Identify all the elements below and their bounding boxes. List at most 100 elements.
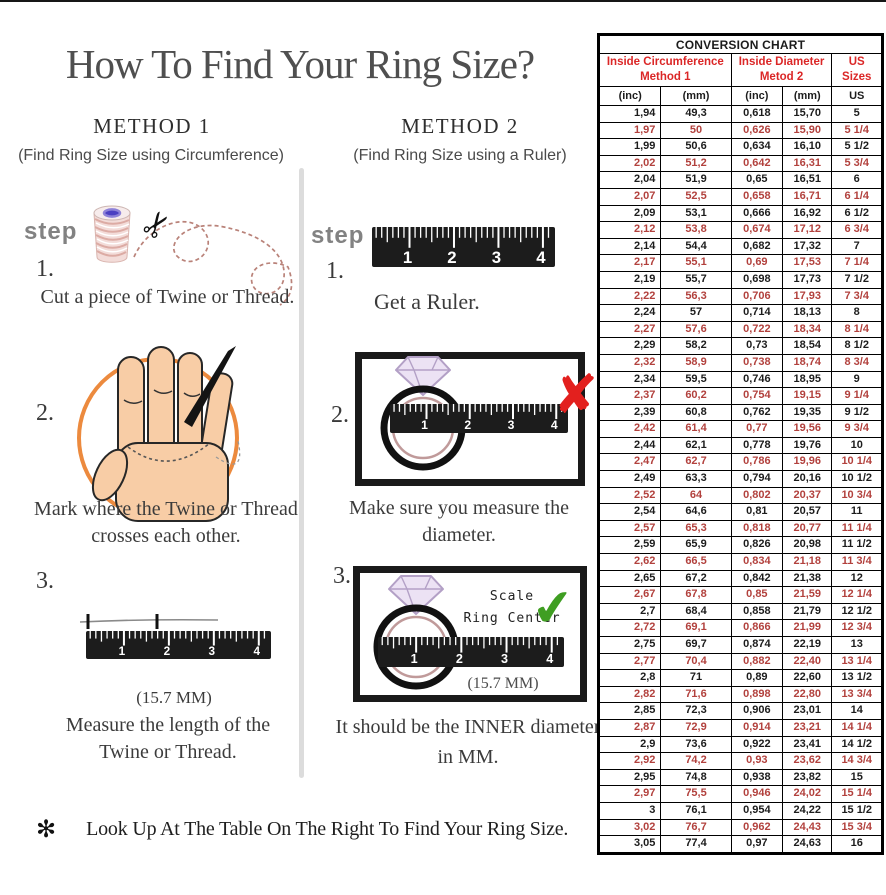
table-row: 2,22 56,3 0,706 17,93 7 3/4 — [597, 287, 883, 306]
table-cell: 2,24 — [597, 304, 662, 322]
svg-text:1: 1 — [403, 248, 412, 267]
table-cell: 16,71 — [782, 187, 833, 206]
table-row: 2,72 69,1 0,866 21,99 12 3/4 — [597, 619, 883, 637]
table-cell: 11 1/2 — [831, 536, 883, 555]
table-cell: 2,27 — [597, 320, 662, 339]
table-cell: 6 — [831, 171, 883, 189]
table-cell: 9 1/2 — [831, 403, 883, 422]
table-cell: 8 — [831, 304, 883, 322]
table-cell: 0,658 — [730, 187, 784, 206]
table-cell: 2,62 — [597, 553, 662, 571]
table-cell: 11 1/4 — [831, 519, 883, 538]
table-cell: 0,866 — [730, 619, 784, 637]
table-cell: 15,90 — [782, 121, 833, 140]
top-border-line — [0, 0, 886, 2]
table-cell: 15 3/4 — [831, 818, 883, 837]
svg-text:4: 4 — [536, 248, 546, 267]
table-row: 2,34 59,5 0,746 18,95 9 — [597, 370, 883, 389]
table-cell: 0,618 — [730, 105, 784, 123]
table-cell: 0,714 — [730, 304, 784, 322]
table-row: 2,9 73,6 0,922 23,41 14 1/2 — [597, 735, 883, 754]
table-cell: 2,65 — [597, 569, 662, 588]
table-cell: 59,5 — [660, 370, 732, 389]
diamond-icon — [388, 575, 444, 615]
table-row: 2,62 66,5 0,834 21,18 11 3/4 — [597, 553, 883, 571]
table-cell: 0,858 — [730, 602, 784, 621]
table-cell: 56,3 — [660, 287, 732, 306]
method2-step2-number: 2. — [331, 402, 349, 428]
table-cell: 6 3/4 — [831, 221, 883, 239]
method1-step3-caption: Measure the length of the Twine or Threa… — [18, 712, 318, 766]
table-cell: 77,4 — [660, 835, 732, 854]
table-cell: 2,57 — [597, 519, 662, 538]
table-cell: 2,02 — [597, 154, 662, 173]
method2-measure-label: (15.7 MM) — [467, 675, 539, 692]
svg-text:4: 4 — [551, 418, 558, 432]
table-cell: 17,12 — [782, 221, 833, 239]
table-row: 2,09 53,1 0,666 16,92 6 1/2 — [597, 204, 883, 223]
table-cell: 72,3 — [660, 702, 732, 720]
table-cell: 13 1/2 — [831, 669, 883, 687]
table-cell: 2,82 — [597, 685, 662, 704]
table-row: 2,92 74,2 0,93 23,62 14 3/4 — [597, 752, 883, 770]
table-cell: 22,80 — [782, 685, 833, 704]
table-cell: 5 1/4 — [831, 121, 883, 140]
table-cell: 0,874 — [730, 636, 784, 654]
table-cell: 12 1/2 — [831, 602, 883, 621]
table-cell: 70,4 — [660, 652, 732, 671]
table-row: 2,67 67,8 0,85 21,59 12 1/4 — [597, 586, 883, 604]
table-cell: 0,938 — [730, 768, 784, 787]
method1-heading: METHOD 1 — [93, 114, 211, 138]
table-cell: 51,9 — [660, 171, 732, 189]
svg-text:2: 2 — [456, 652, 463, 666]
table-cell: 23,41 — [782, 735, 833, 754]
table-cell: 10 — [831, 436, 883, 455]
table-cell: 20,16 — [782, 470, 833, 488]
table-row: 2,57 65,3 0,818 20,77 11 1/4 — [597, 519, 883, 538]
table-cell: 16,10 — [782, 138, 833, 156]
table-cell: 19,35 — [782, 403, 833, 422]
table-row: 1,99 50,6 0,634 16,10 5 1/2 — [597, 138, 883, 156]
scale-ring-center-label: Scale Ring Center — [448, 586, 576, 630]
method1-step-label: step — [24, 218, 78, 245]
table-cell: 20,98 — [782, 536, 833, 555]
table-cell: 0,826 — [730, 536, 784, 555]
thread-curl-illustration — [128, 205, 298, 315]
table-cell: 20,77 — [782, 519, 833, 538]
table-cell: 21,99 — [782, 619, 833, 637]
table-cell: 62,7 — [660, 453, 732, 472]
table-cell: 17,53 — [782, 254, 833, 272]
pen-icon — [184, 346, 236, 427]
table-cell: 2,77 — [597, 652, 662, 671]
table-cell: 24,22 — [782, 801, 833, 820]
table-cell: 2,49 — [597, 470, 662, 488]
ruler-svg: 1 2 3 4 — [378, 637, 564, 667]
table-cell: 67,2 — [660, 569, 732, 588]
table-cell: 0,818 — [730, 519, 784, 538]
measured-thread-line — [75, 610, 225, 637]
table-row: 2,75 69,7 0,874 22,19 13 — [597, 636, 883, 654]
unit-header: (mm) — [660, 86, 732, 106]
table-cell: 2,14 — [597, 237, 662, 256]
table-group-header-row: Inside Circumference Method 1 Inside Dia… — [598, 53, 883, 87]
table-cell: 63,3 — [660, 470, 732, 488]
table-cell: 19,96 — [782, 453, 833, 472]
table-row: 2,07 52,5 0,658 16,71 6 1/4 — [597, 187, 883, 206]
table-cell: 15 — [831, 768, 883, 787]
table-cell: 9 — [831, 370, 883, 389]
table-cell: 6 1/2 — [831, 204, 883, 223]
table-cell: 54,4 — [660, 237, 732, 256]
table-cell: 16,92 — [782, 204, 833, 223]
table-cell: 0,642 — [730, 154, 784, 173]
table-cell: 65,3 — [660, 519, 732, 538]
table-cell: 1,99 — [597, 138, 662, 156]
table-cell: 13 3/4 — [831, 685, 883, 704]
table-cell: 2,85 — [597, 702, 662, 720]
table-cell: 65,9 — [660, 536, 732, 555]
table-row: 3,02 76,7 0,962 24,43 15 3/4 — [597, 818, 883, 837]
table-cell: 0,69 — [730, 254, 784, 272]
table-cell: 0,906 — [730, 702, 784, 720]
footnote: ✻ Look Up At The Table On The Right To F… — [36, 815, 568, 843]
table-cell: 17,73 — [782, 270, 833, 289]
